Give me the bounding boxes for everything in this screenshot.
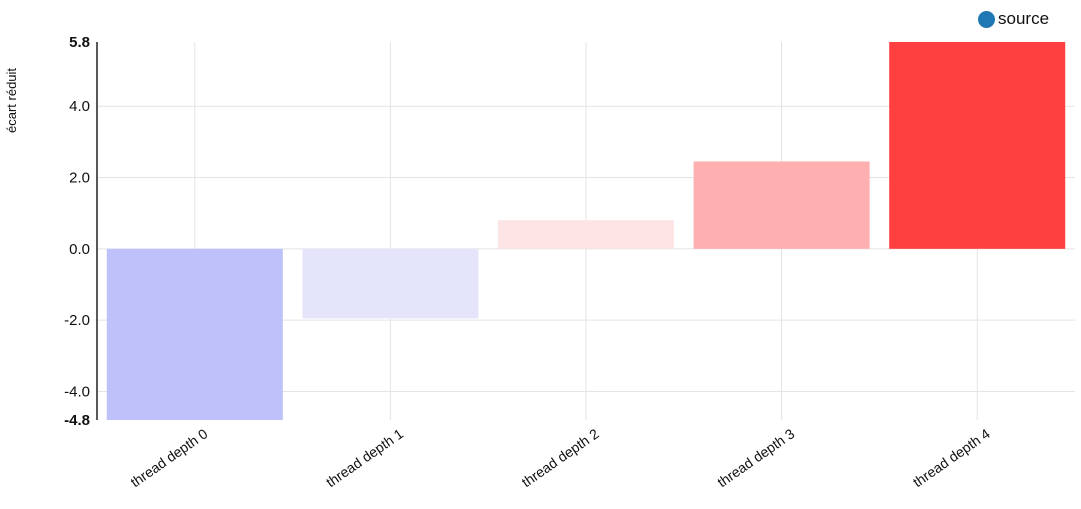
x-tick-label: thread depth 3: [714, 425, 797, 490]
legend-label: source: [998, 9, 1050, 28]
y-tick-label: 2.0: [69, 170, 90, 187]
x-tick-label: thread depth 4: [910, 425, 993, 490]
y-bound-label: 5.8: [69, 34, 90, 51]
y-tick-label: 0.0: [69, 241, 90, 258]
x-tick-label: thread depth 2: [519, 425, 602, 490]
legend-swatch-icon: [978, 10, 995, 28]
x-tick-label: thread depth 1: [323, 425, 406, 490]
y-tick-label: 4.0: [69, 98, 90, 115]
y-tick-label: -4.0: [64, 383, 90, 400]
y-axis-label: écart réduit: [4, 67, 19, 133]
bar: [497, 220, 675, 249]
x-tick-label: thread depth 0: [127, 425, 210, 490]
bar: [106, 248, 283, 420]
bar: [889, 42, 1066, 249]
y-tick-label: -2.0: [64, 312, 90, 329]
y-bound-label: -4.8: [64, 412, 90, 429]
bar: [302, 248, 479, 319]
legend: source: [978, 9, 1049, 29]
bar: [693, 161, 870, 249]
